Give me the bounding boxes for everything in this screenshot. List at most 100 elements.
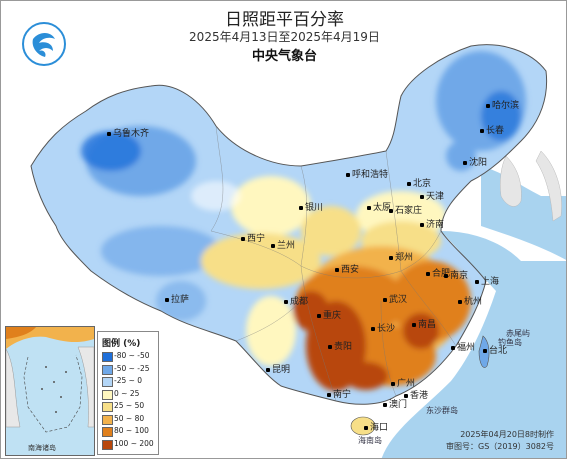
- city-label: 重庆: [317, 308, 341, 321]
- legend-label: 100 ~ 200: [114, 438, 154, 448]
- legend-label: 0 ~ 25: [114, 388, 140, 398]
- footer-approval: 审图号：GS（2019）3082号: [446, 442, 554, 451]
- city-label: 北京: [407, 176, 431, 189]
- city-label: 拉萨: [165, 292, 189, 305]
- city-name: 西安: [341, 265, 360, 275]
- city-marker-icon: [107, 131, 111, 136]
- province-lines: [210, 125, 457, 402]
- city-marker-icon: [486, 103, 490, 108]
- city-label: 郑州: [389, 250, 413, 263]
- city-label: 武汉: [383, 292, 407, 305]
- city-label: 台北: [483, 343, 507, 356]
- legend: 图例 (%) -80 ~ -50 -50 ~ -25 -25 ~ 0 0 ~ 25 25…: [97, 331, 159, 455]
- legend-swatch: [102, 427, 113, 437]
- city-name: 昆明: [272, 365, 291, 375]
- legend-item: 80 ~ 100: [102, 426, 158, 437]
- city-name: 武汉: [389, 295, 408, 305]
- city-label: 石家庄: [389, 203, 422, 216]
- legend-item: -25 ~ 0: [102, 376, 158, 387]
- city-marker-icon: [420, 194, 424, 199]
- city-name: 台北: [489, 346, 508, 356]
- city-marker-icon: [412, 322, 416, 327]
- inset-map: [6, 327, 94, 433]
- city-marker-icon: [389, 208, 393, 213]
- city-marker-icon: [458, 299, 462, 304]
- city-name: 石家庄: [395, 206, 423, 216]
- city-marker-icon: [299, 205, 303, 210]
- city-name: 郑州: [395, 253, 414, 263]
- legend-item: 0 ~ 25: [102, 388, 158, 400]
- legend-swatch: [102, 414, 113, 425]
- city-name: 合肥: [432, 269, 451, 279]
- china-border: [30, 44, 548, 405]
- city-name: 南宁: [333, 390, 352, 400]
- legend-item: -80 ~ -50: [102, 351, 158, 362]
- legend-swatch: [102, 389, 113, 400]
- city-marker-icon: [346, 172, 350, 177]
- city-marker-icon: [165, 297, 169, 302]
- city-marker-icon: [383, 297, 387, 302]
- island-label: 赤尾屿: [506, 329, 530, 338]
- city-marker-icon: [327, 392, 331, 397]
- island-label: 东沙群岛: [426, 406, 458, 415]
- city-name: 乌鲁木齐: [113, 129, 150, 139]
- city-label: 广州: [391, 376, 415, 389]
- city-name: 济南: [426, 220, 445, 230]
- city-name: 澳门: [389, 400, 408, 410]
- city-label: 成都: [284, 294, 308, 307]
- city-name: 福州: [457, 343, 476, 353]
- city-marker-icon: [451, 345, 455, 350]
- legend-item: -50 ~ -25: [102, 364, 158, 375]
- legend-swatch: [102, 364, 113, 375]
- city-marker-icon: [317, 313, 321, 318]
- city-label: 兰州: [271, 238, 295, 251]
- city-label: 上海: [475, 274, 499, 287]
- legend-item: 50 ~ 80: [102, 414, 158, 425]
- legend-swatch: [102, 439, 113, 450]
- city-label: 澳门: [383, 397, 407, 410]
- korea-peninsula: [499, 155, 522, 207]
- legend-label: -25 ~ 0: [114, 376, 143, 385]
- city-name: 成都: [290, 297, 309, 307]
- city-marker-icon: [420, 222, 424, 227]
- city-label: 呼和浩特: [346, 167, 388, 180]
- legend-swatch: [102, 402, 113, 412]
- city-label: 沈阳: [463, 155, 487, 168]
- city-label: 哈尔滨: [486, 98, 519, 111]
- island-label: 钓鱼岛: [498, 338, 522, 347]
- city-marker-icon: [266, 367, 270, 372]
- city-label: 南昌: [412, 317, 436, 330]
- city-marker-icon: [475, 279, 479, 284]
- inset-label: 南海诸岛: [28, 444, 56, 452]
- city-marker-icon: [389, 255, 393, 260]
- city-marker-icon: [383, 402, 387, 407]
- footer-made: 2025年04月20日8时制作: [460, 430, 554, 439]
- city-label: 太原: [367, 200, 391, 213]
- city-name: 贵阳: [334, 342, 353, 352]
- date-range: 2025年4月13日至2025年4月19日: [189, 30, 380, 44]
- city-name: 天津: [426, 192, 445, 202]
- city-label: 济南: [420, 217, 444, 230]
- legend-swatch: [102, 377, 113, 387]
- city-name: 兰州: [277, 241, 296, 251]
- city-label: 海口: [364, 420, 388, 433]
- city-marker-icon: [480, 128, 484, 133]
- city-name: 南京: [450, 271, 469, 281]
- city-marker-icon: [364, 425, 368, 430]
- city-name: 拉萨: [171, 295, 190, 305]
- agency-name: 中央气象台: [251, 49, 317, 64]
- city-marker-icon: [284, 299, 288, 304]
- city-marker-icon: [335, 267, 339, 272]
- city-name: 广州: [397, 379, 416, 389]
- city-name: 南昌: [418, 320, 437, 330]
- japan-hint: [535, 150, 562, 222]
- city-label: 南京: [444, 268, 468, 281]
- legend-item: 100 ~ 200: [102, 438, 158, 450]
- legend-label: 25 ~ 50: [114, 401, 145, 410]
- city-marker-icon: [328, 344, 332, 349]
- legend-item: 25 ~ 50: [102, 401, 158, 412]
- city-label: 香港: [404, 388, 428, 401]
- city-name: 上海: [481, 277, 500, 287]
- city-label: 西宁: [241, 231, 265, 244]
